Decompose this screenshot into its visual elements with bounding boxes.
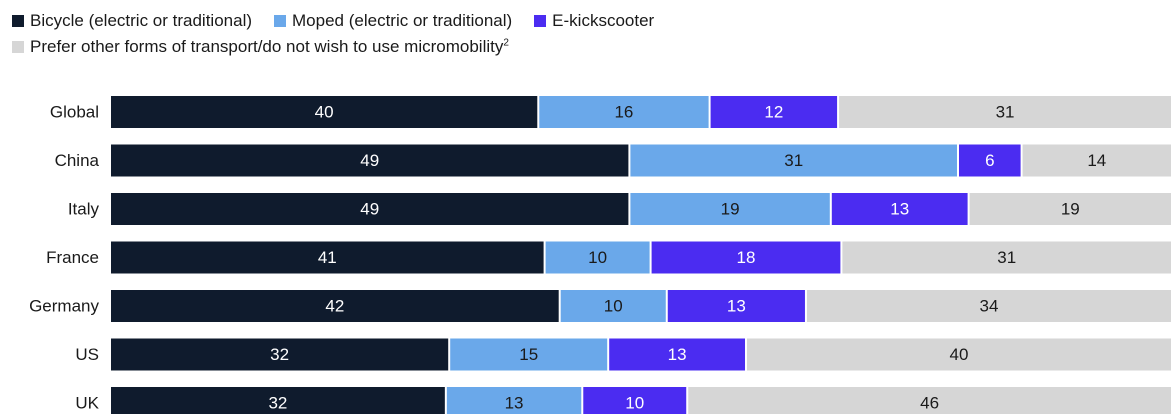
data-label-italy-moped: 19 bbox=[721, 200, 740, 219]
data-label-france-moped: 10 bbox=[588, 248, 607, 267]
legend-item-bicycle: Bicycle (electric or traditional) bbox=[12, 11, 252, 31]
legend-swatch-moped bbox=[274, 15, 287, 27]
legend-item-ekickscooter: E-kickscooter bbox=[534, 11, 654, 31]
data-label-us-ekickscooter: 13 bbox=[668, 345, 687, 364]
bar-china-bicycle bbox=[111, 144, 629, 177]
legend-row-1: Bicycle (electric or traditional) Moped … bbox=[12, 8, 676, 34]
data-label-uk-moped: 13 bbox=[505, 394, 524, 413]
legend-swatch-bicycle bbox=[12, 15, 24, 27]
data-label-global-ekickscooter: 12 bbox=[764, 103, 783, 122]
bar-italy-other bbox=[969, 193, 1171, 225]
data-label-us-bicycle: 32 bbox=[270, 345, 289, 364]
chart-legend: Bicycle (electric or traditional) Moped … bbox=[12, 8, 676, 60]
bar-global-moped bbox=[539, 96, 709, 128]
data-label-france-bicycle: 41 bbox=[318, 248, 337, 267]
legend-row-2: Prefer other forms of transport/do not w… bbox=[12, 34, 676, 60]
data-label-germany-moped: 10 bbox=[604, 297, 623, 316]
bar-france-bicycle bbox=[111, 241, 544, 274]
legend-item-moped: Moped (electric or traditional) bbox=[274, 11, 512, 31]
category-label-france: France bbox=[46, 248, 99, 267]
category-label-us: US bbox=[75, 345, 99, 364]
category-label-uk: UK bbox=[75, 394, 99, 413]
data-label-global-bicycle: 40 bbox=[315, 103, 334, 122]
bar-china-ekickscooter bbox=[959, 144, 1021, 177]
bar-uk-ekickscooter bbox=[583, 387, 687, 414]
data-label-global-moped: 16 bbox=[614, 103, 633, 122]
data-label-italy-ekickscooter: 13 bbox=[890, 200, 909, 219]
data-label-china-other: 14 bbox=[1087, 151, 1106, 170]
bar-us-bicycle bbox=[111, 338, 449, 371]
legend-label-other: Prefer other forms of transport/do not w… bbox=[30, 37, 509, 57]
bar-us-ekickscooter bbox=[609, 338, 745, 371]
legend-label-moped: Moped (electric or traditional) bbox=[292, 11, 513, 30]
bar-italy-moped bbox=[630, 193, 830, 225]
bar-germany-moped bbox=[560, 290, 666, 322]
category-label-germany: Germany bbox=[29, 297, 99, 316]
data-label-uk-other: 46 bbox=[920, 394, 939, 413]
legend-label-bicycle: Bicycle (electric or traditional) bbox=[30, 11, 253, 30]
category-label-global: Global bbox=[50, 103, 99, 122]
legend-swatch-ekickscooter bbox=[534, 15, 547, 27]
legend-swatch-other bbox=[12, 41, 24, 53]
data-label-uk-bicycle: 32 bbox=[268, 394, 287, 413]
data-label-china-ekickscooter: 6 bbox=[985, 151, 994, 170]
data-label-china-bicycle: 49 bbox=[360, 151, 379, 170]
data-label-germany-bicycle: 42 bbox=[325, 297, 344, 316]
bar-germany-bicycle bbox=[111, 290, 559, 322]
data-label-china-moped: 31 bbox=[784, 151, 803, 170]
bar-france-other bbox=[842, 241, 1171, 274]
bar-france-moped bbox=[545, 241, 650, 274]
bar-global-other bbox=[839, 96, 1171, 128]
data-label-germany-ekickscooter: 13 bbox=[727, 297, 746, 316]
bar-france-ekickscooter bbox=[651, 241, 841, 274]
data-label-france-ekickscooter: 18 bbox=[737, 248, 756, 267]
data-label-us-other: 40 bbox=[950, 345, 969, 364]
bar-uk-other bbox=[688, 387, 1171, 414]
bar-china-other bbox=[1022, 144, 1171, 177]
data-label-germany-other: 34 bbox=[980, 297, 999, 316]
category-label-china: China bbox=[55, 151, 100, 170]
bar-us-moped bbox=[450, 338, 608, 371]
legend-item-other: Prefer other forms of transport/do not w… bbox=[12, 37, 509, 57]
bar-uk-bicycle bbox=[111, 387, 445, 414]
bar-china-moped bbox=[630, 144, 957, 177]
bar-global-bicycle bbox=[111, 96, 538, 128]
bar-uk-moped bbox=[446, 387, 582, 414]
data-label-italy-other: 19 bbox=[1061, 200, 1080, 219]
data-label-italy-bicycle: 49 bbox=[360, 200, 379, 219]
data-label-global-other: 31 bbox=[996, 103, 1015, 122]
legend-label-other-text: Prefer other forms of transport/do not w… bbox=[30, 37, 504, 56]
legend-label-ekickscooter: E-kickscooter bbox=[552, 11, 655, 30]
bar-germany-other bbox=[806, 290, 1171, 322]
bar-us-other bbox=[747, 338, 1171, 371]
data-label-france-other: 31 bbox=[997, 248, 1016, 267]
bar-italy-ekickscooter bbox=[831, 193, 968, 225]
bar-global-ekickscooter bbox=[710, 96, 838, 128]
category-label-italy: Italy bbox=[68, 200, 100, 219]
bar-italy-bicycle bbox=[111, 193, 629, 225]
legend-footnote-marker: 2 bbox=[503, 37, 509, 49]
data-label-us-moped: 15 bbox=[519, 345, 538, 364]
data-label-uk-ekickscooter: 10 bbox=[625, 394, 644, 413]
bar-germany-ekickscooter bbox=[667, 290, 805, 322]
